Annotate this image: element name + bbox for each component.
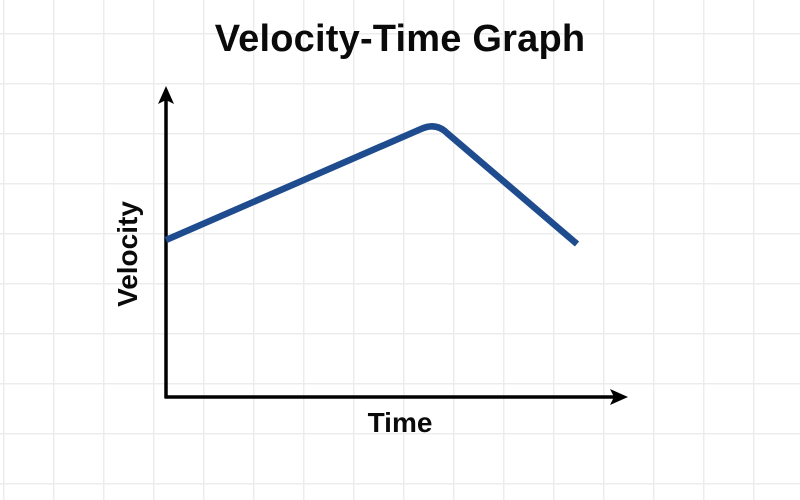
y-axis-arrow-icon [158, 86, 174, 104]
x-axis-arrow-icon [610, 389, 628, 405]
velocity-line [164, 123, 580, 247]
y-axis [158, 86, 174, 398]
chart-title: Velocity-Time Graph [214, 18, 586, 60]
x-axis-label: Time [367, 407, 433, 438]
y-axis-label: Velocity [112, 201, 143, 307]
x-axis [164, 389, 628, 405]
